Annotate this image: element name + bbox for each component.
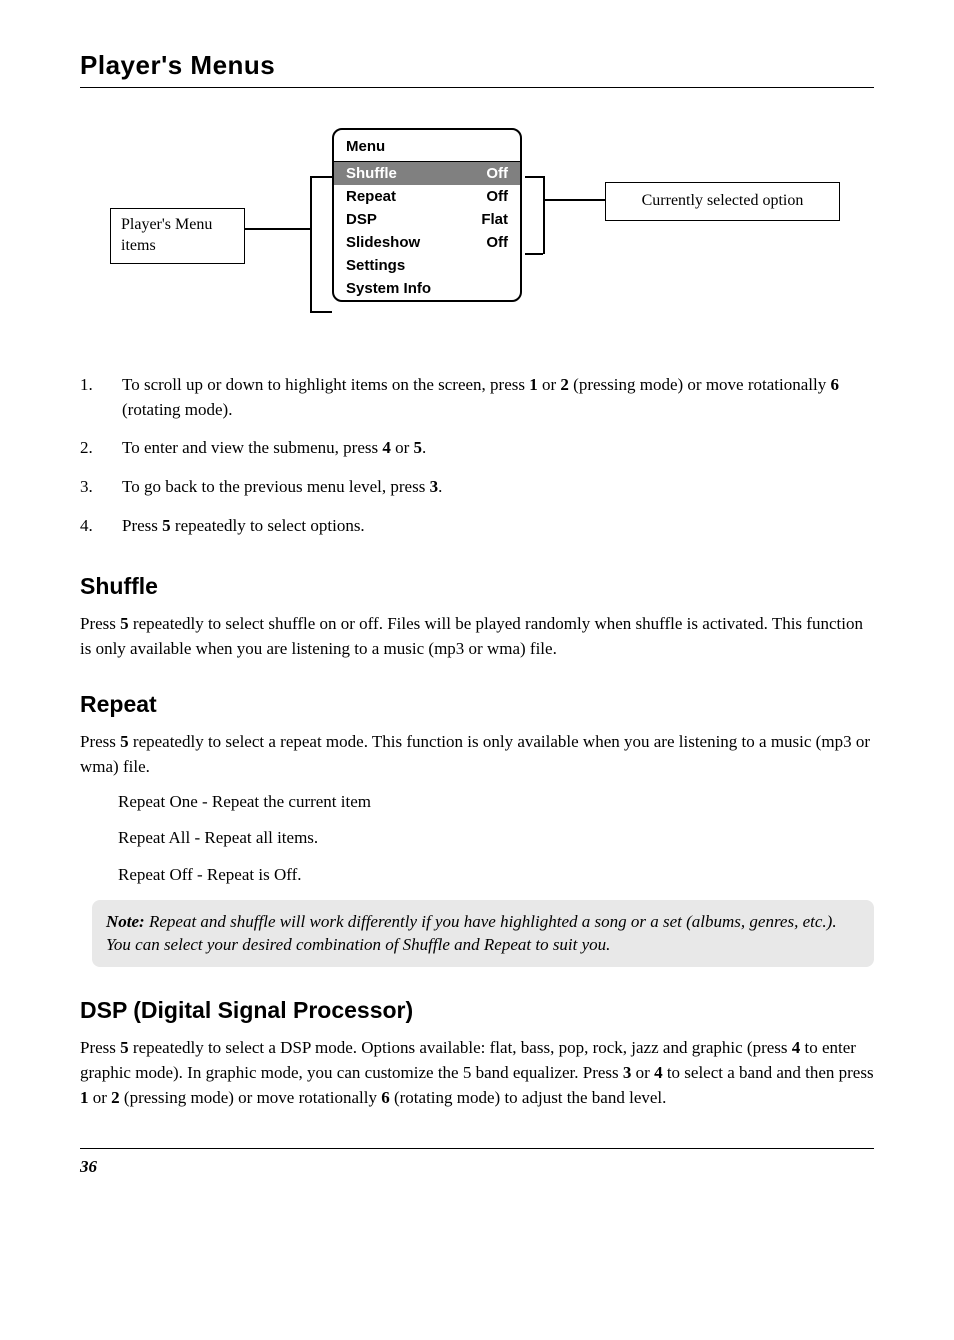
menu-row-repeat: Repeat Off [334,185,520,208]
step-number: 2. [80,436,122,461]
note-box: Note: Repeat and shuffle will work diffe… [92,900,874,968]
note-label: Note: [106,912,145,931]
repeat-item: Repeat Off - Repeat is Off. [118,863,874,888]
step-text: To scroll up or down to highlight items … [122,373,874,422]
menu-row-label: System Info [346,280,431,297]
connector-line [310,176,312,312]
connector-line [543,176,545,254]
menu-row-settings: Settings [334,254,520,277]
connector-line [525,176,543,178]
step-item: 1. To scroll up or down to highlight ite… [80,373,874,422]
menu-row-shuffle: Shuffle Off [334,162,520,185]
shuffle-paragraph: Press 5 repeatedly to select shuffle on … [80,612,874,661]
section-heading-repeat: Repeat [80,691,874,718]
menu-row-slideshow: Slideshow Off [334,231,520,254]
connector-line [245,228,310,230]
menu-header: Menu [334,130,520,162]
step-text: Press 5 repeatedly to select options. [122,514,874,539]
menu-row-value: Flat [481,211,508,228]
steps-list: 1. To scroll up or down to highlight ite… [80,373,874,538]
menu-row-label: Repeat [346,188,396,205]
menu-row-label: Settings [346,257,405,274]
section-heading-shuffle: Shuffle [80,573,874,600]
menu-row-systeminfo: System Info [334,277,520,300]
step-item: 2. To enter and view the submenu, press … [80,436,874,461]
menu-row-label: Slideshow [346,234,420,251]
menu-row-label: DSP [346,211,377,228]
page-title: Player's Menus [80,50,874,88]
menu-row-value: Off [486,188,508,205]
connector-line [525,253,543,255]
connector-line [543,199,561,201]
step-number: 4. [80,514,122,539]
repeat-item: Repeat All - Repeat all items. [118,826,874,851]
menu-row-value: Off [486,165,508,182]
step-number: 1. [80,373,122,422]
repeat-paragraph: Press 5 repeatedly to select a repeat mo… [80,730,874,779]
step-item: 4. Press 5 repeatedly to select options. [80,514,874,539]
menu-diagram: Player's Menu items Menu Shuffle Off Rep… [80,128,874,348]
connector-line [560,199,605,201]
left-label-box: Player's Menu items [110,208,245,264]
connector-line [310,311,332,313]
note-text: Repeat and shuffle will work differently… [106,912,837,955]
footer-rule: 36 [80,1148,874,1177]
menu-row-dsp: DSP Flat [334,208,520,231]
menu-row-label: Shuffle [346,165,397,182]
step-text: To enter and view the submenu, press 4 o… [122,436,874,461]
dsp-paragraph: Press 5 repeatedly to select a DSP mode.… [80,1036,874,1110]
menu-row-value: Off [486,234,508,251]
page-number: 36 [80,1157,97,1176]
repeat-item: Repeat One - Repeat the current item [118,790,874,815]
right-label-box: Currently selected option [605,182,840,221]
step-number: 3. [80,475,122,500]
connector-line [310,176,332,178]
section-heading-dsp: DSP (Digital Signal Processor) [80,997,874,1024]
step-text: To go back to the previous menu level, p… [122,475,874,500]
step-item: 3. To go back to the previous menu level… [80,475,874,500]
menu-panel: Menu Shuffle Off Repeat Off DSP Flat Sli… [332,128,522,302]
